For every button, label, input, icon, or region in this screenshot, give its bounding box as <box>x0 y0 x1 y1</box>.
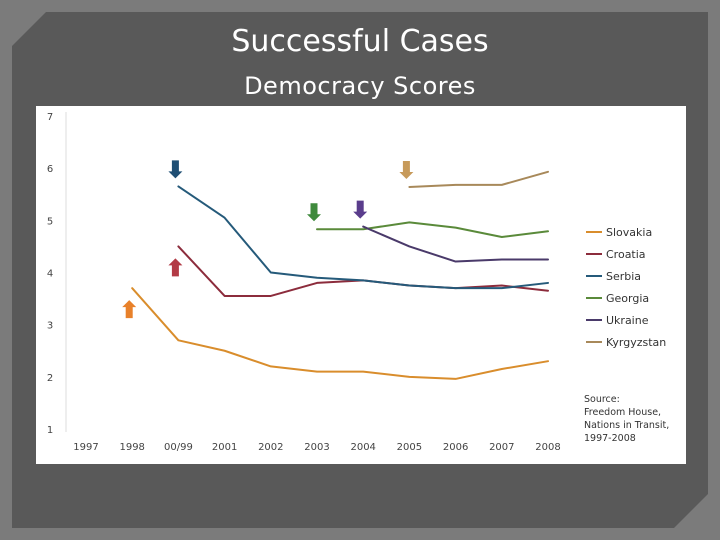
slide-title: Successful Cases <box>231 24 489 59</box>
democracy-scores-chart: 1 2 3 4 5 6 7 1997 1998 00/99 2001 2002 2003 2004 2005… <box>47 112 669 453</box>
source-note-line: 1997-2008 <box>584 433 636 444</box>
arrow-down-icon <box>399 160 414 179</box>
x-tick-label: 2003 <box>304 442 329 453</box>
legend-label: Slovakia <box>606 226 652 239</box>
legend-label: Ukraine <box>606 314 649 327</box>
slide-subtitle: Democracy Scores <box>244 72 476 100</box>
chart-panel: 1 2 3 4 5 6 7 1997 1998 00/99 2001 2002 2003 2004 2005… <box>36 106 686 464</box>
series-line-serbia <box>177 185 549 290</box>
x-tick-label: 00/99 <box>164 442 193 453</box>
arrow-down-icon <box>307 203 321 222</box>
x-tick-label: 2002 <box>258 442 283 453</box>
x-tick-label: 1997 <box>73 442 98 453</box>
x-tick-label: 1998 <box>119 442 144 453</box>
legend-label: Georgia <box>606 292 649 305</box>
y-tick-label: 1 <box>47 425 53 436</box>
arrow-down-icon <box>168 160 183 179</box>
y-tick-label: 5 <box>47 216 53 227</box>
x-tick-label: 2006 <box>443 442 468 453</box>
legend-label: Serbia <box>606 270 641 283</box>
x-tick-label: 2005 <box>397 442 422 453</box>
series-line-ukraine <box>362 225 549 263</box>
y-tick-label: 4 <box>47 269 53 280</box>
y-tick-label: 2 <box>47 373 53 384</box>
arrow-up-icon <box>122 300 137 319</box>
legend-label: Croatia <box>606 248 646 261</box>
source-note-line: Source: <box>584 394 620 405</box>
legend-label: Kyrgyzstan <box>606 336 666 349</box>
series-line-georgia <box>316 221 549 239</box>
x-tick-label: 2007 <box>489 442 514 453</box>
y-tick-label: 3 <box>47 321 53 332</box>
source-note-line: Nations in Transit, <box>584 420 669 431</box>
y-tick-label: 6 <box>47 164 53 175</box>
x-tick-label: 2004 <box>350 442 375 453</box>
x-tick-label: 2001 <box>212 442 237 453</box>
series-line-kyrgyzstan <box>408 170 549 188</box>
source-note-line: Freedom House, <box>584 407 661 418</box>
series-line-slovakia <box>131 287 549 380</box>
x-tick-label: 2008 <box>535 442 560 453</box>
arrow-up-icon <box>168 258 183 277</box>
y-tick-label: 7 <box>47 112 53 123</box>
arrow-down-icon <box>353 200 368 219</box>
